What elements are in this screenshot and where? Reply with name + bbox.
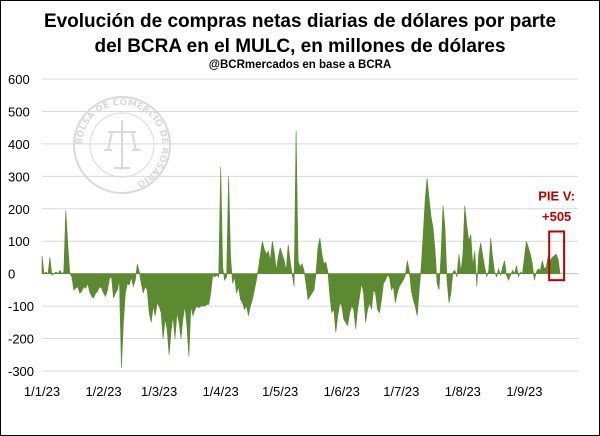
y-tick-label: -100 (8, 299, 34, 314)
x-tick-label: 1/7/23 (383, 384, 419, 399)
y-tick-label: -300 (8, 364, 34, 379)
annotation-label-line1: PIE V: (538, 189, 575, 204)
x-tick-label: 1/4/23 (203, 384, 239, 399)
y-tick-label: 600 (8, 72, 30, 87)
x-axis-ticks: 1/1/23 1/2/23 1/3/23 1/4/23 1/5/23 1/6/23 1/7/… (24, 384, 543, 399)
area-series-fill (41, 130, 561, 368)
chart-title-line1: Evolución de compras netas diarias de dó… (44, 11, 556, 32)
gridlines (42, 78, 578, 372)
x-tick-label: 1/8/23 (445, 384, 481, 399)
annotation-box (548, 230, 566, 282)
area-series (41, 130, 561, 368)
y-tick-label: -200 (8, 332, 34, 347)
x-tick-label: 1/5/23 (262, 384, 298, 399)
chart-title-line2: del BCRA en el MULC, en millones de dóla… (94, 36, 505, 57)
chart-subtitle: @BCRmercados en base a BCRA (209, 59, 392, 71)
y-axis-ticks: 600 500 400 300 200 100 0 -100 -200 -300 (8, 72, 34, 379)
x-tick-label: 1/6/23 (324, 384, 360, 399)
y-tick-label: 300 (8, 169, 30, 184)
y-tick-label: 400 (8, 137, 30, 152)
x-tick-label: 1/1/23 (24, 384, 60, 399)
y-tick-label: 0 (8, 267, 15, 282)
x-tick-label: 1/2/23 (85, 384, 121, 399)
y-tick-label: 100 (8, 234, 30, 249)
y-tick-label: 500 (8, 104, 30, 119)
y-tick-label: 200 (8, 202, 30, 217)
pie-annotation: PIE V: +505 (538, 189, 575, 282)
x-tick-label: 1/9/23 (506, 384, 542, 399)
x-tick-label: 1/3/23 (141, 384, 177, 399)
annotation-label-line2: +505 (542, 209, 571, 224)
